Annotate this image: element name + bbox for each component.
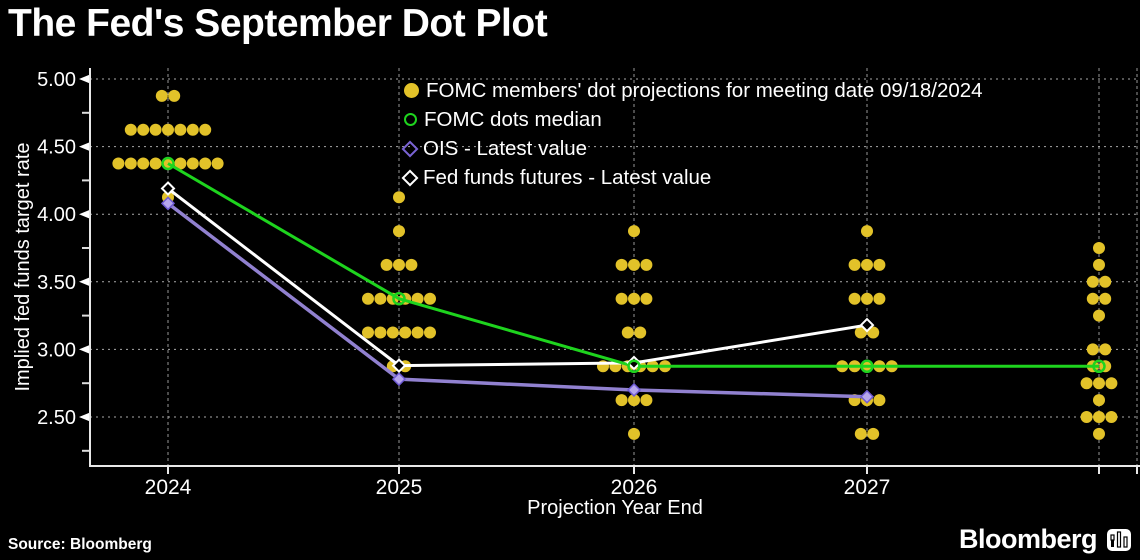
legend-item-ois: OIS - Latest value <box>401 134 983 163</box>
svg-text:5.00: 5.00 <box>37 69 76 91</box>
legend-label: Fed funds futures - Latest value <box>423 165 712 189</box>
svg-text:2025: 2025 <box>376 476 423 499</box>
svg-text:4.50: 4.50 <box>37 137 76 159</box>
legend-item-futures: Fed funds futures - Latest value <box>401 163 983 192</box>
bloomberg-logo: Bloomberg <box>959 524 1132 555</box>
legend-label: OIS - Latest value <box>423 136 588 160</box>
source-credit: Source: Bloomberg <box>8 536 152 553</box>
green-open-circle-icon <box>404 113 417 126</box>
legend-item-fomc-dots: FOMC members' dot projections for meetin… <box>404 76 983 105</box>
x-axis-label: Projection Year End <box>527 497 703 519</box>
legend-item-median: FOMC dots median <box>404 105 983 134</box>
svg-text:2.50: 2.50 <box>37 407 76 429</box>
svg-text:3.00: 3.00 <box>37 339 76 361</box>
bloomberg-wordmark: Bloomberg <box>958 524 1098 554</box>
bloomberg-terminal-icon <box>1107 528 1131 551</box>
legend-label: FOMC members' dot projections for meetin… <box>426 78 983 102</box>
white-diamond-icon <box>401 169 419 186</box>
yellow-dot-icon <box>404 83 419 98</box>
chart-title: The Fed's September Dot Plot <box>8 2 548 45</box>
purple-diamond-icon <box>401 140 419 157</box>
svg-text:4.00: 4.00 <box>37 204 76 226</box>
svg-text:2026: 2026 <box>611 476 658 499</box>
svg-text:3.50: 3.50 <box>37 272 76 294</box>
legend-label: FOMC dots median <box>424 107 602 131</box>
svg-text:2027: 2027 <box>844 476 891 499</box>
svg-text:2024: 2024 <box>145 476 192 499</box>
chart-legend: FOMC members' dot projections for meetin… <box>401 76 983 192</box>
